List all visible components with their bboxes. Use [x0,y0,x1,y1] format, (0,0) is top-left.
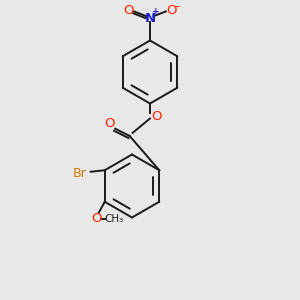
Text: O: O [152,110,162,123]
Text: O: O [92,212,102,225]
Text: CH₃: CH₃ [104,214,123,224]
Text: Br: Br [72,167,86,180]
Text: O: O [123,4,133,17]
Text: O: O [167,4,177,17]
Text: −: − [173,2,182,12]
Text: O: O [104,117,115,130]
Text: N: N [144,11,156,25]
Text: +: + [152,8,159,16]
